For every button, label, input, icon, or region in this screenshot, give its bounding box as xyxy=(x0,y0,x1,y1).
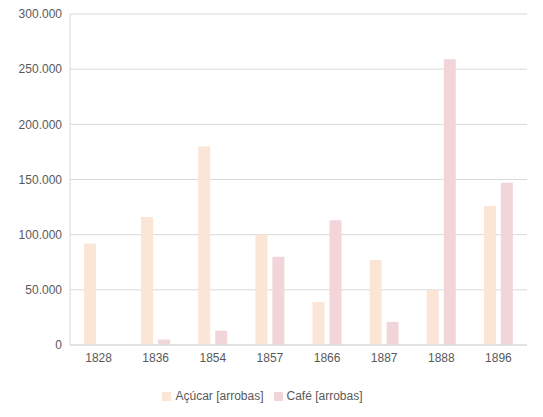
svg-text:50.000: 50.000 xyxy=(25,283,62,297)
html-text:Café [arrobas]: Café [arrobas] xyxy=(286,389,363,403)
svg-text:300.000: 300.000 xyxy=(19,7,63,21)
svg-text:1888: 1888 xyxy=(428,351,455,365)
svg-text:150.000: 150.000 xyxy=(19,173,63,187)
svg-text:100.000: 100.000 xyxy=(19,228,63,242)
svg-text:0: 0 xyxy=(55,338,62,352)
svg-text:1857: 1857 xyxy=(257,351,284,365)
svg-text:1854: 1854 xyxy=(199,351,226,365)
svg-text:1896: 1896 xyxy=(485,351,512,365)
svg-text:1866: 1866 xyxy=(314,351,341,365)
svg-text:1887: 1887 xyxy=(371,351,398,365)
svg-text:200.000: 200.000 xyxy=(19,118,63,132)
svg-text:250.000: 250.000 xyxy=(19,62,63,76)
svg-text:1828: 1828 xyxy=(85,351,112,365)
svg-text:1836: 1836 xyxy=(142,351,169,365)
html-text:Açúcar [arrobas]: Açúcar [arrobas] xyxy=(175,389,264,403)
